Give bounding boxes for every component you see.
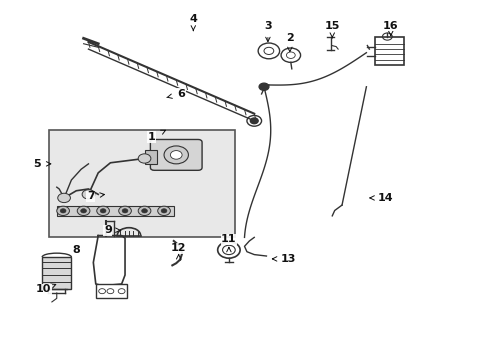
Text: 15: 15 <box>324 21 339 31</box>
Circle shape <box>142 209 147 213</box>
Circle shape <box>250 118 258 124</box>
FancyBboxPatch shape <box>150 139 202 170</box>
Circle shape <box>122 209 128 213</box>
Text: 3: 3 <box>264 21 271 31</box>
Bar <box>374 37 404 65</box>
Circle shape <box>138 154 151 163</box>
Circle shape <box>119 206 131 216</box>
Circle shape <box>161 209 166 213</box>
Text: 1: 1 <box>148 132 155 142</box>
Text: 12: 12 <box>171 243 186 253</box>
Text: 16: 16 <box>382 21 398 31</box>
Circle shape <box>217 242 240 258</box>
Text: 11: 11 <box>221 234 236 244</box>
Circle shape <box>81 209 86 213</box>
Circle shape <box>82 190 95 199</box>
Circle shape <box>170 150 182 159</box>
Text: 8: 8 <box>72 245 80 255</box>
Circle shape <box>100 209 106 213</box>
Text: 4: 4 <box>189 14 197 24</box>
Bar <box>144 149 157 164</box>
Circle shape <box>58 193 70 203</box>
Circle shape <box>60 209 66 213</box>
Circle shape <box>138 206 151 216</box>
Circle shape <box>259 83 268 90</box>
Bar <box>49 130 234 237</box>
Text: 14: 14 <box>377 193 393 203</box>
Circle shape <box>158 206 170 216</box>
Text: 5: 5 <box>33 159 41 169</box>
Text: 7: 7 <box>87 191 95 201</box>
Circle shape <box>57 206 69 216</box>
Circle shape <box>77 206 90 216</box>
Circle shape <box>163 146 188 164</box>
Text: 9: 9 <box>104 225 112 235</box>
Text: 6: 6 <box>177 89 184 99</box>
Circle shape <box>222 245 235 255</box>
Bar <box>96 284 127 298</box>
Bar <box>57 206 173 216</box>
Text: 2: 2 <box>285 33 293 43</box>
Text: 10: 10 <box>36 284 51 294</box>
Bar <box>42 257 71 289</box>
Text: 13: 13 <box>280 254 295 264</box>
Circle shape <box>97 206 109 216</box>
